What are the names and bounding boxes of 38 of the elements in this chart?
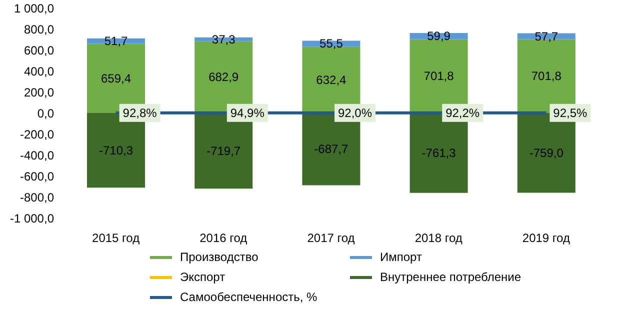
x-tick-label: 2017 год (307, 231, 355, 245)
y-tick-label: 400,0 (24, 64, 54, 78)
data-label: 701,8 (531, 69, 562, 84)
data-label: -759,0 (529, 146, 564, 160)
y-tick-label: 800,0 (24, 22, 54, 36)
x-tick-label: 2018 год (414, 231, 462, 245)
data-label: 59,9 (427, 29, 451, 44)
legend-label: Внутреннее потребление (380, 270, 522, 284)
legend-label: Экспорт (180, 270, 226, 284)
data-label: 92,5% (553, 106, 588, 120)
y-tick-label: -1 000,0 (10, 211, 54, 226)
data-label: 632,4 (316, 72, 347, 87)
data-label: 682,9 (208, 70, 239, 84)
y-tick-label: -400,0 (20, 148, 54, 162)
y-tick-label: -200,0 (20, 127, 54, 142)
y-tick-label: -600,0 (20, 169, 54, 184)
x-tick-label: 2019 год (522, 231, 570, 245)
x-tick-label: 2015 год (92, 231, 140, 245)
y-tick-label: -800,0 (20, 190, 54, 204)
y-tick-label: 200,0 (24, 85, 54, 100)
data-label: 92,8% (122, 106, 158, 120)
y-tick-label: 0,0 (37, 106, 54, 120)
legend-label: Производство (180, 250, 258, 264)
legend-label: Импорт (380, 250, 422, 264)
data-label: 94,9% (230, 106, 265, 120)
data-label: 92,0% (338, 106, 372, 120)
legend-label: Самообеспеченность, % (180, 290, 318, 304)
y-tick-label: 1 000,0 (14, 1, 54, 16)
data-label: 701,8 (424, 69, 454, 84)
data-label: 659,4 (100, 71, 132, 86)
data-label: -719,7 (206, 144, 241, 158)
data-label: -710,3 (98, 143, 134, 158)
data-label: -687,7 (314, 142, 349, 156)
y-tick-label: 600,0 (24, 43, 54, 58)
data-label: -761,3 (422, 146, 456, 160)
data-label: 55,5 (320, 36, 344, 51)
x-tick-label: 2016 год (200, 231, 248, 245)
data-label: 92,2% (446, 106, 480, 120)
